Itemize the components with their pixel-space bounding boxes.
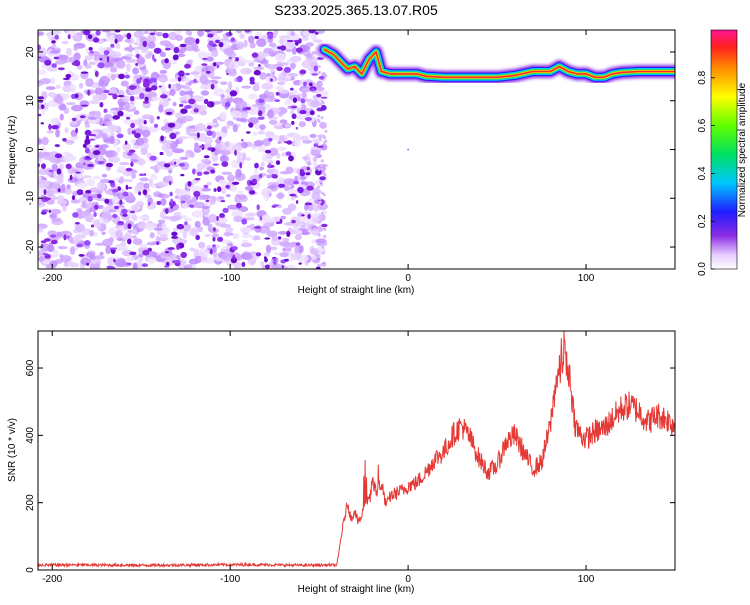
snr-panel: -200 -100 0 100 0 200 400 600 Height of straig…: [7, 330, 676, 595]
spectrogram-x-axis-label: Height of straight line (km): [298, 285, 415, 296]
figure-title: S233.2025.365.13.07.R05: [274, 2, 438, 18]
colorbar-tick-label: 0.2: [697, 214, 708, 228]
colorbar: 0.0 0.2 0.4 0.6 0.8 Normalized spectral ampl…: [697, 29, 748, 276]
spectrogram-y-tick-label: 0: [25, 146, 36, 152]
track-core-red: [323, 48, 675, 79]
snr-y-tick-label: 200: [25, 494, 36, 511]
snr-x-axis-label: Height of straight line (km): [298, 584, 415, 595]
snr-y-tick-label: 600: [25, 359, 36, 376]
colorbar-ticks: 0.0 0.2 0.4 0.6 0.8: [697, 70, 715, 276]
colorbar-tick-label: 0.0: [697, 262, 708, 276]
colorbar-tick-label: 0.8: [697, 70, 708, 84]
snr-y-axis-label: SNR (10 * v/v): [7, 418, 18, 482]
snr-x-tick-label: -100: [220, 574, 240, 585]
colorbar-tick-label: 0.6: [697, 118, 708, 132]
spectrogram-y-tick-label: 10: [25, 95, 36, 107]
noise-speckle-layer: [38, 30, 329, 269]
snr-series-line: [38, 331, 675, 569]
colorbar-tick-label: 0.4: [697, 166, 708, 180]
colorbar-label: Normalized spectral amplitude: [737, 82, 748, 217]
stray-point: [407, 148, 409, 151]
snr-y-ticks: 0 200 400 600: [25, 359, 675, 573]
snr-frame: [37, 330, 676, 571]
snr-background: [38, 331, 675, 570]
snr-x-tick-label: -200: [42, 574, 62, 585]
spectrogram-y-tick-label: 20: [25, 46, 36, 58]
snr-x-ticks: -200 -100 0 100: [42, 331, 595, 585]
snr-x-tick-label: 0: [405, 574, 411, 585]
spectrogram-y-tick-label: -10: [25, 191, 36, 206]
signal-track-layer: [316, 41, 675, 151]
spectrogram-x-tick-label: 100: [578, 273, 595, 284]
spectrogram-x-ticks: -200 -100 0 100: [42, 30, 595, 284]
spectrogram-y-axis-label: Frequency (Hz): [7, 116, 18, 185]
spectrogram-x-tick-label: -100: [220, 273, 240, 284]
colorbar-gradient: [710, 29, 738, 270]
snr-y-tick-label: 0: [25, 567, 36, 573]
spectrogram-x-tick-label: -200: [42, 273, 62, 284]
spectrogram-y-ticks: -20 -10 0 10 20: [25, 46, 675, 254]
snr-x-tick-label: 100: [578, 574, 595, 585]
spectrogram-x-tick-label: 0: [405, 273, 411, 284]
spectrogram-y-tick-label: -20: [25, 239, 36, 254]
snr-y-tick-label: 400: [25, 427, 36, 444]
